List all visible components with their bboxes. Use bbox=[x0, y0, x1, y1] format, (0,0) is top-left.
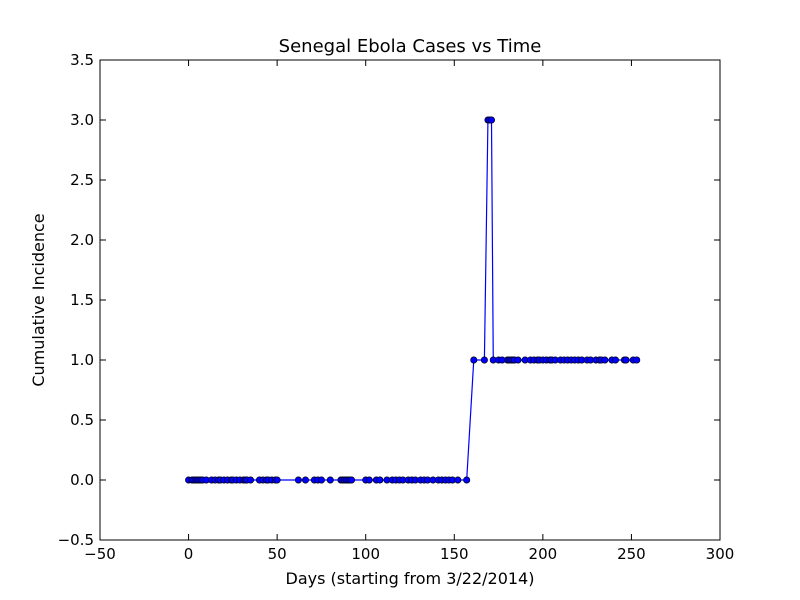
data-point bbox=[348, 476, 356, 484]
data-point bbox=[317, 476, 325, 484]
y-tick-label: 3.0 bbox=[70, 111, 94, 129]
x-tick-label: 150 bbox=[440, 545, 469, 563]
data-point bbox=[376, 476, 384, 484]
data-point bbox=[463, 476, 471, 484]
x-tick-label: 0 bbox=[184, 545, 194, 563]
data-point bbox=[622, 356, 630, 364]
plot-area bbox=[100, 60, 720, 540]
x-axis-label: Days (starting from 3/22/2014) bbox=[286, 569, 535, 588]
data-point bbox=[470, 356, 478, 364]
y-tick-label: 1.5 bbox=[70, 291, 94, 309]
y-tick-label: 1.0 bbox=[70, 351, 94, 369]
data-point bbox=[611, 356, 619, 364]
series-layer bbox=[185, 116, 641, 484]
y-tick-label: −0.5 bbox=[58, 531, 94, 549]
data-point bbox=[514, 356, 522, 364]
x-tick-label: 250 bbox=[617, 545, 646, 563]
y-tick-label: 3.5 bbox=[70, 51, 94, 69]
chart-title: Senegal Ebola Cases vs Time bbox=[279, 36, 542, 57]
data-point bbox=[633, 356, 641, 364]
y-tick-label: 0.0 bbox=[70, 471, 94, 489]
data-point bbox=[301, 476, 309, 484]
ticks-layer: −50 0 50 100 150 200 250 300 −0.5 0.0 0.5 1.0 1.5 2.0… bbox=[58, 51, 735, 563]
data-point bbox=[487, 116, 495, 124]
x-tick-label: 300 bbox=[706, 545, 735, 563]
y-tick-label: 2.5 bbox=[70, 171, 94, 189]
y-axis-label: Cumulative Incidence bbox=[29, 213, 48, 386]
x-tick-label: 50 bbox=[268, 545, 287, 563]
y-tick-label: 0.5 bbox=[70, 411, 94, 429]
plot-frame bbox=[99, 59, 721, 541]
data-point bbox=[294, 476, 302, 484]
y-tick-label: 2.0 bbox=[70, 231, 94, 249]
data-point bbox=[601, 356, 609, 364]
data-point bbox=[247, 476, 255, 484]
data-point bbox=[454, 476, 462, 484]
data-point bbox=[326, 476, 334, 484]
data-point bbox=[480, 356, 488, 364]
x-tick-label: 100 bbox=[351, 545, 380, 563]
x-tick-label: −50 bbox=[84, 545, 116, 563]
data-point bbox=[273, 476, 281, 484]
x-tick-label: 200 bbox=[529, 545, 558, 563]
data-point bbox=[365, 476, 373, 484]
